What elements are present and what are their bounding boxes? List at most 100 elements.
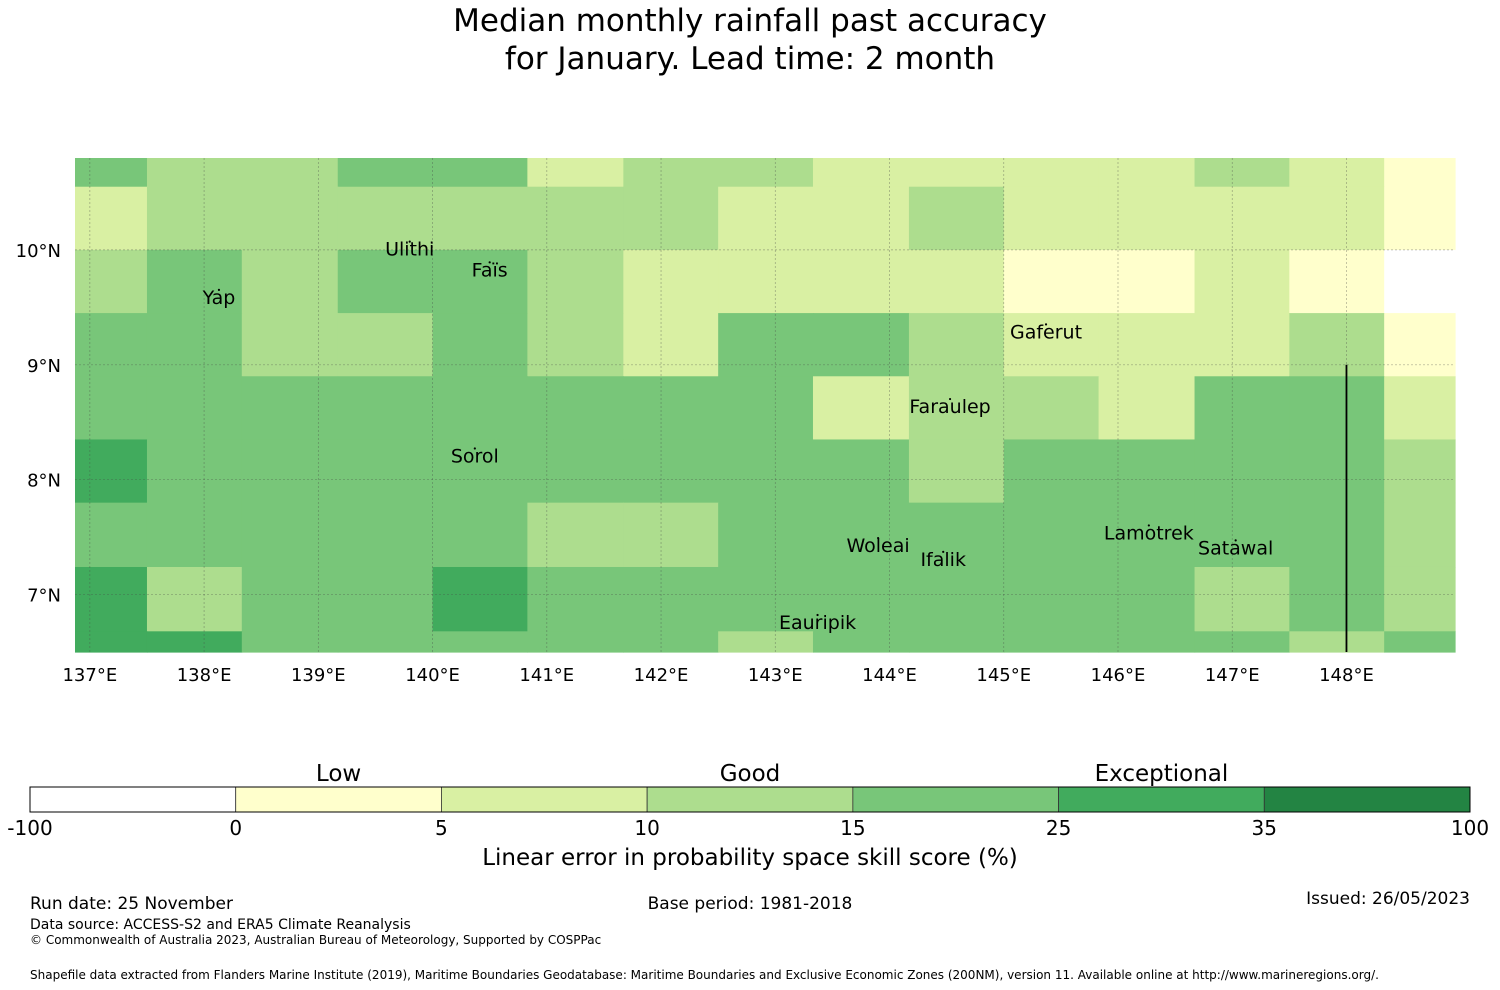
island-marker — [942, 550, 945, 553]
island-marker — [217, 288, 221, 292]
heatmap-cell — [527, 313, 624, 377]
heatmap-cell — [718, 566, 814, 632]
heatmap-cell — [75, 249, 148, 314]
heatmap-cell — [1003, 158, 1100, 188]
heatmap-cell — [908, 376, 1005, 441]
heatmap-cell — [337, 186, 434, 251]
heatmap-cell — [241, 566, 339, 632]
heatmap-cell — [623, 313, 719, 377]
place-label: Faraulep — [909, 396, 990, 418]
heatmap-cell — [241, 158, 339, 188]
heatmap-cell — [146, 439, 243, 504]
place-label: Sorol — [451, 445, 499, 467]
heatmap-cell — [1098, 502, 1196, 568]
heatmap-cell — [1194, 186, 1290, 251]
heatmap-cell — [812, 439, 910, 504]
heatmap-cell — [718, 313, 814, 377]
heatmap-cell — [75, 376, 148, 441]
x-tick-label: 146°E — [1091, 665, 1146, 686]
island-marker — [948, 397, 952, 401]
heatmap-cell — [1098, 186, 1196, 251]
heatmap-cell — [241, 313, 339, 377]
x-tick-label: 145°E — [976, 665, 1031, 686]
heatmap-cell — [1384, 439, 1456, 504]
data-source: Data source: ACCESS-S2 and ERA5 Climate … — [30, 917, 411, 933]
heatmap-cell — [623, 631, 719, 653]
x-tick-label: 137°E — [62, 665, 117, 686]
heatmap-cell — [623, 376, 719, 441]
heatmap-cell — [337, 313, 434, 377]
heatmap-cell — [908, 439, 1005, 504]
heatmap-cell — [1384, 376, 1456, 441]
heatmap-cell — [75, 186, 148, 251]
heatmap-cell — [1384, 566, 1456, 632]
x-axis-ticks: 137°E 138°E 139°E 140°E 141°E 142°E 143°E 144°E… — [62, 665, 1373, 686]
shapefile-credit: Shapefile data extracted from Flanders M… — [30, 968, 1379, 982]
place-label: Satawal — [1198, 537, 1273, 559]
island-marker — [876, 536, 880, 540]
heatmap-cell — [241, 376, 339, 441]
heatmap-cell — [812, 186, 910, 251]
heatmap-cell — [812, 313, 910, 377]
heatmap-cell — [432, 158, 528, 188]
heatmap-cell — [908, 313, 1005, 377]
heatmap-cell — [337, 249, 434, 314]
heatmap-cell — [432, 249, 528, 314]
heatmap-cell — [432, 566, 528, 632]
colorbar-category-label: Low — [316, 761, 361, 787]
heatmap-cell — [527, 566, 624, 632]
place-labels: Ulithi Faïs Yap Gaferut Faraulep Sorol Woleai I… — [202, 239, 1274, 634]
heatmap-cell — [241, 249, 339, 314]
heatmap-cell — [527, 439, 624, 504]
island-marker — [1234, 539, 1237, 542]
heatmap-cell — [718, 186, 814, 251]
colorbar-tick-label: 100 — [1451, 816, 1489, 840]
colorbar-segment — [441, 786, 648, 813]
heatmap-cell — [908, 186, 1005, 251]
heatmap-cell — [1098, 376, 1196, 441]
heatmap-cell — [241, 502, 339, 568]
heatmap-cell — [718, 249, 814, 314]
x-tick-label: 138°E — [177, 665, 232, 686]
heatmap-cell — [527, 186, 624, 251]
heatmap-cell — [432, 631, 528, 653]
heatmap-cell — [1384, 186, 1456, 251]
heatmap-cell — [75, 502, 148, 568]
heatmap-cell — [1003, 439, 1100, 504]
heatmap-cell — [1384, 313, 1456, 377]
place-label: Ulithi — [385, 239, 434, 261]
heatmap-cell — [1194, 631, 1290, 653]
heatmap-cell — [432, 502, 528, 568]
place-label: Ifalik — [920, 549, 966, 571]
colorbar: -100 0 5 10 15 25 35 100 Low Good Exceptional — [7, 761, 1489, 840]
heatmap-cell — [337, 502, 434, 568]
heatmap-cell — [1194, 249, 1290, 314]
x-tick-label: 143°E — [748, 665, 803, 686]
y-tick-label: 8°N — [27, 471, 61, 492]
colorbar-segment — [1058, 786, 1265, 813]
base-period: Base period: 1981-2018 — [647, 894, 853, 914]
heatmap-cell — [1384, 158, 1456, 188]
heatmap-cell — [908, 631, 1005, 653]
colorbar-tick-label: 5 — [435, 816, 448, 840]
heatmap-cell — [1289, 313, 1385, 377]
heatmap-cell — [1194, 439, 1290, 504]
heatmap-cell — [1003, 313, 1100, 377]
colorbar-tick-label: 35 — [1252, 816, 1277, 840]
colorbar-category-label: Good — [720, 761, 781, 787]
colorbar-frame — [29, 786, 1471, 813]
heatmap-cell — [1098, 439, 1196, 504]
heatmap-cells — [75, 158, 1456, 653]
heatmap-cell — [1098, 249, 1196, 314]
island-marker — [473, 447, 476, 450]
heatmap-cell — [623, 158, 719, 188]
heatmap-cell — [146, 566, 243, 632]
heatmap-cell — [241, 439, 339, 504]
heatmap-cell — [623, 186, 719, 251]
place-label: Gaferut — [1010, 321, 1082, 343]
x-tick-label: 140°E — [405, 665, 460, 686]
x-tick-label: 147°E — [1205, 665, 1260, 686]
heatmap-cell — [1289, 376, 1385, 441]
heatmap-cell — [908, 249, 1005, 314]
place-label: Yap — [202, 287, 236, 309]
